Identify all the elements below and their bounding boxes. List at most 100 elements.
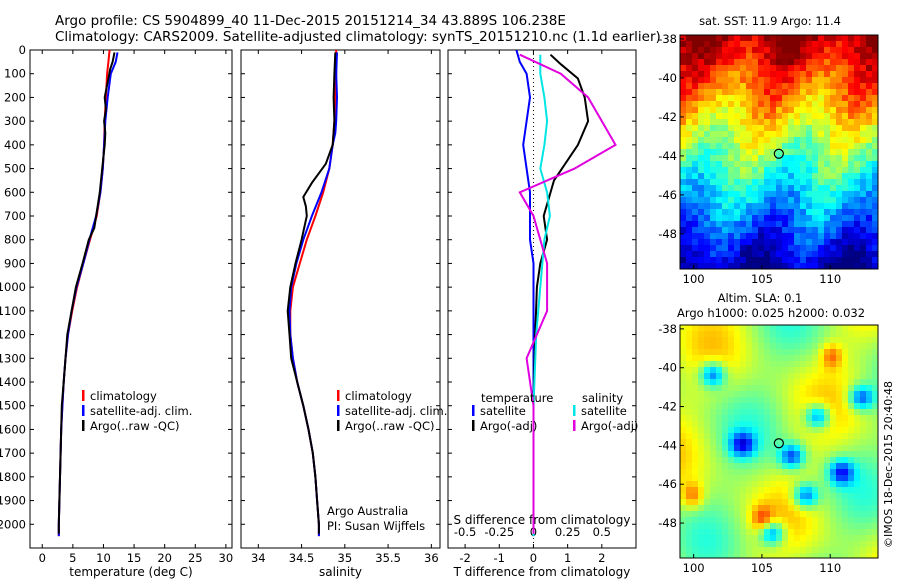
map-cell [764,373,771,380]
map-cell [692,499,699,506]
map-cell [800,101,807,108]
map-cell [818,197,825,204]
map-cell [770,167,777,174]
map-cell [758,101,765,108]
map-cell [830,469,837,476]
map-cell [842,167,849,174]
map-cell [812,113,819,120]
map-cell [866,89,873,96]
map-cell [836,493,843,500]
x-tick-label: 0 [39,551,46,565]
map-cell [770,481,777,488]
x-tick-label: 35 [338,551,353,565]
map-cell [866,325,873,332]
map-cell [824,379,831,386]
map-cell [692,131,699,138]
map-cell [824,535,831,542]
map-cell [698,221,705,228]
map-cell [830,71,837,78]
map-cell [830,481,837,488]
map-cell [776,529,783,536]
map-cell [740,379,747,386]
map-cell [806,349,813,356]
map-cell [764,475,771,482]
map-cell [770,343,777,350]
map-cell [710,331,717,338]
map-cell [800,331,807,338]
map-cell [692,325,699,332]
map-cell [764,35,771,42]
map-cell [764,215,771,222]
map-cell [680,89,687,96]
map-cell [812,499,819,506]
map-cell [686,215,693,222]
map-cell [686,221,693,228]
map-cell [728,167,735,174]
map-cell [860,499,867,506]
map-cell [722,179,729,186]
map-cell [752,523,759,530]
map-cell [704,131,711,138]
map-cell [842,209,849,216]
map-cell [824,113,831,120]
map-cell [824,391,831,398]
map-cell [722,257,729,264]
map-cell [686,143,693,150]
map-cell [692,101,699,108]
map-cell [734,161,741,168]
map-cell [848,427,855,434]
map-cell [824,59,831,66]
map-cell [818,439,825,446]
map-cell [782,331,789,338]
legend-label: Argo(-adj) [480,419,537,433]
map-cell [866,257,873,264]
map-cell [758,361,765,368]
map-cell [788,427,795,434]
map-cell [764,463,771,470]
y-tick-label: 700 [4,209,26,223]
map-cell [692,331,699,338]
map-cell [776,83,783,90]
map-cell [680,457,687,464]
map-cell [686,409,693,416]
map-cell [794,71,801,78]
map-cell [698,119,705,126]
map-cell [764,185,771,192]
map-cell [812,481,819,488]
map-cell [680,535,687,542]
map-cell [710,427,717,434]
map-cell [812,41,819,48]
map-cell [848,493,855,500]
map-cell [812,541,819,548]
map-cell [716,553,723,558]
map-cell [686,427,693,434]
map-cell [836,499,843,506]
map-cell [872,403,878,410]
map-cell [794,41,801,48]
map-cell [692,415,699,422]
map-cell [788,475,795,482]
map-cell [812,415,819,422]
map-cell [740,113,747,120]
map-cell [860,245,867,252]
map-cell [854,505,861,512]
map-cell [866,439,873,446]
map-cell [836,35,843,42]
map-cell [800,155,807,162]
map-cell [842,179,849,186]
map-cell [686,95,693,102]
map-cell [872,203,878,210]
map-cell [722,35,729,42]
map-cell [734,325,741,332]
map-cell [800,487,807,494]
map-cell [710,409,717,416]
map-cell [824,233,831,240]
map-cell [692,391,699,398]
map-cell [812,191,819,198]
map-cell [854,493,861,500]
map-cell [728,517,735,524]
map-cell [824,481,831,488]
map-cell [800,451,807,458]
map-cell [812,457,819,464]
map-cell [716,149,723,156]
